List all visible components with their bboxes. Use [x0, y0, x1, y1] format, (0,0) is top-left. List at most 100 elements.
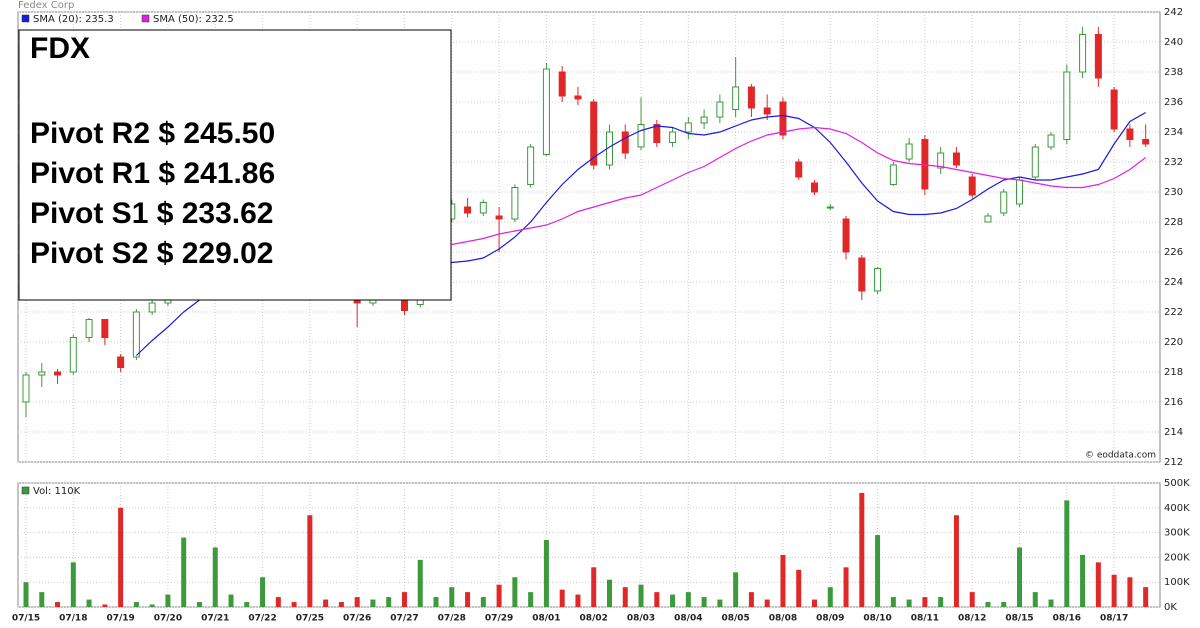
volume-bar: [575, 594, 581, 607]
y-tick-label: 100K: [1164, 577, 1190, 588]
volume-bar: [1127, 577, 1133, 607]
candle-body: [952, 152, 960, 166]
candle-body: [716, 101, 724, 118]
candle-body: [905, 143, 913, 160]
candle-body: [1142, 139, 1150, 145]
candle-body: [811, 182, 818, 193]
x-tick-label: 08/17: [1100, 614, 1128, 624]
candle-body: [763, 107, 771, 115]
candle-body: [842, 218, 850, 253]
volume-bar: [354, 597, 360, 607]
volume-bar: [859, 492, 865, 607]
x-tick-label: 07/22: [248, 614, 276, 624]
source: © eoddata.com: [1085, 451, 1156, 461]
volume-bar: [1143, 587, 1149, 607]
volume-bar: [1095, 562, 1101, 607]
volume-bar: [181, 537, 187, 607]
y-tick-label: 230: [1164, 187, 1183, 198]
x-tick-label: 07/20: [154, 614, 182, 624]
volume-bar: [543, 540, 549, 607]
x-tick-label: 08/04: [674, 614, 702, 624]
volume-bar: [307, 515, 313, 607]
y-tick-label: 214: [1164, 427, 1183, 438]
volume-bar: [654, 592, 660, 607]
y-tick-label: 238: [1164, 67, 1183, 78]
legend-swatch: [141, 14, 150, 23]
x-tick-label: 07/15: [12, 614, 40, 624]
volume-bar: [922, 597, 928, 607]
y-tick-label: 220: [1164, 337, 1183, 348]
volume-bar: [890, 597, 896, 607]
volume-bar: [386, 597, 392, 607]
candle-body: [148, 302, 156, 313]
y-tick-label: 500K: [1164, 478, 1190, 489]
volume-bar: [1080, 554, 1086, 607]
candle-body: [874, 268, 882, 292]
volume-bar: [196, 602, 202, 607]
volume-bar: [985, 602, 991, 607]
y-tick-label: 222: [1164, 307, 1183, 318]
volume-bar: [843, 567, 849, 607]
candle-body: [653, 124, 661, 143]
candle-body: [574, 95, 582, 100]
x-tick-label: 08/11: [911, 614, 939, 624]
candle-body: [826, 206, 834, 209]
sma-line: [451, 126, 1147, 246]
candle-body: [54, 371, 62, 376]
volume-bar: [133, 602, 139, 607]
candle-body: [669, 131, 677, 143]
candle-body: [85, 319, 93, 338]
candle-body: [984, 215, 992, 223]
pivot-box: [18, 29, 452, 301]
volume-bar: [149, 604, 155, 607]
pivot-text: Pivot R1 $ 241.86: [30, 157, 275, 190]
candle-body: [38, 371, 46, 376]
volume-bar: [165, 594, 171, 607]
legend-swatch: [21, 486, 30, 495]
y-tick-label: 236: [1164, 97, 1183, 108]
x-tick-label: 07/19: [106, 614, 134, 624]
x-tick-label: 08/15: [1005, 614, 1033, 624]
x-tick-label: 07/21: [201, 614, 229, 624]
candle-body: [968, 176, 976, 196]
volume-bar: [1017, 547, 1023, 607]
y-tick-label: 218: [1164, 367, 1183, 378]
y-tick-label: 200K: [1164, 552, 1190, 563]
candle-body: [700, 116, 708, 124]
x-tick-label: 08/01: [532, 614, 560, 624]
x-tick-label: 08/08: [769, 614, 797, 624]
candle-body: [937, 152, 945, 169]
x-tick-label: 07/18: [59, 614, 87, 624]
candle-body: [889, 164, 897, 185]
candle-body: [1000, 191, 1008, 214]
volume-bar: [433, 597, 439, 607]
volume-bar: [480, 597, 486, 607]
volume-bar: [55, 602, 61, 607]
candle-body: [590, 101, 598, 166]
plot-frame: [17, 482, 1161, 608]
volume-bar: [449, 587, 455, 607]
pivot-text: Pivot R2 $ 245.50: [30, 117, 275, 150]
volume-bar: [906, 599, 912, 607]
x-tick-label: 08/09: [816, 614, 844, 624]
x-tick-label: 07/27: [390, 614, 418, 624]
volume-bar: [401, 592, 407, 607]
volume-bar: [244, 602, 250, 607]
x-tick-label: 08/12: [958, 614, 986, 624]
candle-body: [684, 122, 692, 133]
pivot-text: Pivot S1 $ 233.62: [30, 197, 274, 230]
volume-bar: [622, 587, 628, 607]
candle-body: [637, 124, 645, 148]
candle-body: [858, 257, 866, 292]
volume-bar: [1064, 500, 1070, 607]
volume-bar: [212, 547, 218, 607]
pivot-text: Pivot S2 $ 229.02: [30, 237, 274, 270]
volume-bar: [606, 579, 612, 607]
legend-swatch: [21, 14, 30, 23]
volume-bar: [260, 577, 266, 607]
candle-body: [795, 161, 803, 178]
volume-bar: [528, 592, 534, 607]
volume-bar: [780, 554, 786, 607]
candle-body: [1094, 34, 1102, 79]
